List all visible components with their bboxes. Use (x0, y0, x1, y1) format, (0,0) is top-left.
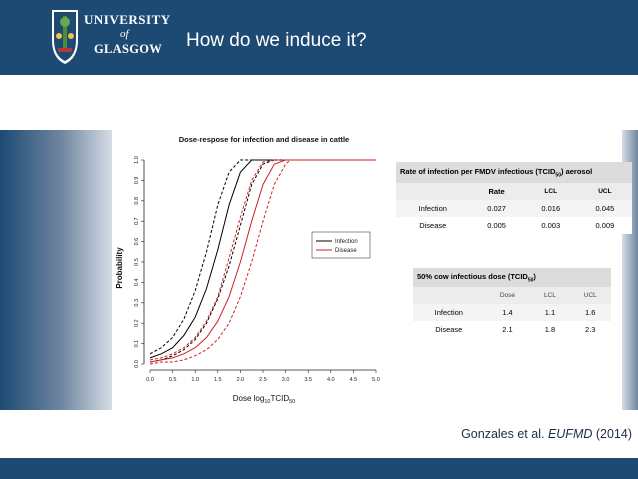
rate-table: Rate of infection per FMDV infectious (T… (396, 162, 632, 234)
x-tick-label: 1.5 (214, 377, 222, 383)
dose-table-caption: 50% cow infectious dose (TCID50) (413, 268, 611, 287)
citation: Gonzales et al. EUFMD (2014) (461, 427, 632, 441)
table-header-cell: LCL (543, 292, 556, 299)
table-cell: 0.027 (487, 204, 506, 213)
series-line-infection-lcl (149, 159, 376, 355)
table-cell: Infection (418, 204, 447, 213)
table-row: Disease 0.005 0.003 0.009 (396, 217, 632, 234)
table-cell: 0.009 (595, 221, 615, 230)
logo-line-glasgow: GLASGOW (94, 42, 163, 56)
table-cell: Disease (419, 221, 447, 230)
footer-bar (0, 458, 638, 479)
right-gradient-band (622, 130, 638, 410)
table-row: Infection 0.027 0.016 0.045 (396, 200, 632, 217)
header-bar (0, 0, 638, 75)
left-gradient-band (0, 130, 112, 410)
logo-line-of: of (120, 28, 129, 40)
x-tick-label: 5.0 (372, 377, 380, 383)
y-tick-label: 0.8 (134, 197, 140, 205)
x-tick-label: 4.0 (327, 377, 335, 383)
series-line-infection (149, 159, 376, 359)
x-tick-label: 2.0 (237, 377, 245, 383)
series-line-disease-ucl (149, 159, 376, 365)
x-tick-label: 3.5 (304, 377, 312, 383)
legend-box (311, 231, 371, 259)
table-cell: 1.6 (585, 308, 596, 317)
series-line-disease (149, 159, 376, 363)
dose-table-header: Dose LCL UCL (413, 287, 611, 304)
x-tick-label: 3.0 (282, 377, 290, 383)
table-cell: Infection (434, 308, 463, 317)
chart-xlabel: Dose log10TCID50 (233, 394, 296, 405)
y-tick-label: 0.2 (134, 319, 140, 327)
table-cell: 0.003 (541, 221, 561, 230)
legend-label: Infection (335, 239, 358, 245)
table-header-cell (413, 287, 485, 304)
y-tick-label: 0.6 (134, 238, 140, 246)
table-header-cell: Rate (488, 187, 505, 196)
table-cell: 2.3 (585, 325, 596, 334)
y-tick-label: 0.9 (134, 177, 140, 185)
dose-response-chart: Dose-respose for infection and disease i… (115, 135, 380, 405)
table-header-cell: Dose (499, 292, 516, 299)
dose-table: 50% cow infectious dose (TCID50) Dose LC… (413, 268, 611, 338)
y-tick-label: 0.5 (134, 258, 140, 266)
x-tick-label: 2.5 (259, 377, 267, 383)
crest-icon (52, 10, 78, 64)
table-cell: 2.1 (502, 325, 513, 334)
y-tick-label: 0.0 (134, 360, 140, 368)
x-tick-label: 0.0 (146, 377, 154, 383)
y-tick-label: 0.7 (134, 217, 140, 225)
series-line-disease-lcl (149, 159, 376, 361)
table-cell: 1.8 (544, 325, 556, 334)
university-logo: UNIVERSITY of GLASGOW (50, 6, 180, 70)
table-header-cell: UCL (598, 188, 612, 195)
table-header-cell: UCL (583, 292, 597, 299)
x-tick-label: 4.5 (350, 377, 358, 383)
y-tick-label: 0.4 (134, 279, 140, 287)
legend-label: Disease (335, 248, 357, 254)
table-cell: Disease (435, 325, 463, 334)
table-cell: 0.005 (487, 221, 506, 230)
table-row: Disease 2.1 1.8 2.3 (413, 321, 611, 338)
table-header-cell: LCL (544, 188, 558, 195)
y-tick-label: 0.1 (134, 340, 140, 348)
chart-ylabel: Probability (115, 247, 124, 289)
table-row: Infection 1.4 1.1 1.6 (413, 304, 611, 321)
rate-table-header: Rate LCL UCL (396, 183, 632, 200)
table-cell: 1.1 (544, 308, 556, 317)
chart-title: Dose-respose for infection and disease i… (179, 135, 349, 144)
y-tick-label: 1.0 (134, 156, 140, 164)
y-tick-label: 0.3 (134, 299, 140, 307)
logo-line-university: UNIVERSITY (84, 12, 171, 27)
x-tick-label: 1.0 (191, 377, 199, 383)
slide-title: How do we induce it? (186, 30, 367, 51)
table-cell: 1.4 (502, 308, 513, 317)
table-cell: 0.045 (595, 204, 615, 213)
series-line-infection-ucl (149, 159, 376, 363)
rate-table-caption: Rate of infection per FMDV infectious (T… (396, 162, 632, 183)
table-header-cell (396, 183, 470, 200)
table-cell: 0.016 (541, 204, 561, 213)
x-tick-label: 0.5 (169, 377, 177, 383)
